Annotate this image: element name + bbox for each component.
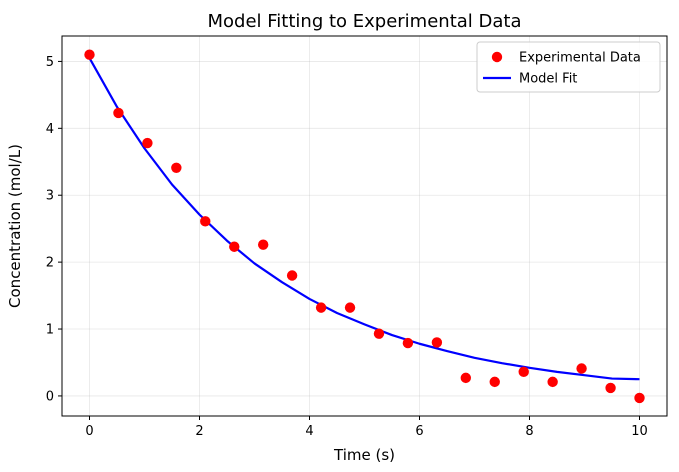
- data-point: [489, 376, 500, 388]
- legend-marker-experimental: [491, 51, 503, 63]
- data-point: [113, 107, 124, 119]
- data-point: [634, 392, 645, 404]
- x-axis-title: Time (s): [333, 446, 395, 464]
- x-tick-label: 6: [415, 424, 423, 439]
- data-point: [460, 372, 472, 384]
- legend-label-model-fit: Model Fit: [519, 72, 577, 87]
- model-fit-line: [88, 57, 640, 381]
- legend-label-experimental: Experimental Data: [519, 51, 641, 66]
- data-point: [518, 366, 529, 378]
- data-point: [84, 49, 95, 60]
- data-point: [373, 328, 385, 339]
- data-point: [257, 239, 269, 250]
- y-tick-label: 2: [46, 256, 54, 271]
- y-tick-label: 5: [46, 55, 54, 70]
- data-point: [431, 337, 443, 348]
- data-point: [576, 363, 587, 374]
- y-tick-label: 3: [46, 189, 54, 204]
- data-point: [315, 302, 327, 313]
- x-tick-label: 8: [525, 424, 533, 439]
- data-point: [142, 137, 153, 149]
- legend-box: [476, 41, 661, 93]
- y-tick-label: 4: [46, 122, 54, 137]
- data-point: [229, 241, 240, 252]
- data-point: [286, 270, 298, 281]
- y-tick-label: 1: [46, 323, 54, 338]
- data-point: [344, 302, 356, 313]
- x-tick-label: 2: [195, 424, 203, 439]
- chart-title: Model Fitting to Experimental Data: [207, 11, 521, 32]
- data-point: [547, 376, 558, 388]
- data-point: [402, 337, 414, 349]
- legend: Experimental Data Model Fit: [476, 41, 661, 93]
- y-tick-label: 0: [46, 389, 54, 404]
- series: [84, 49, 645, 404]
- data-point: [171, 162, 182, 173]
- plot-area: [61, 35, 668, 417]
- y-axis-title: Concentration (mol/L): [6, 144, 24, 308]
- data-point: [200, 216, 211, 227]
- data-point: [605, 382, 616, 394]
- axis-ticks: 0 2 4 6 8 10 0 1 2 3 4 5: [46, 55, 648, 439]
- x-tick-label: 10: [631, 424, 648, 439]
- grid: [62, 36, 667, 416]
- x-tick-label: 0: [85, 424, 93, 439]
- x-tick-label: 4: [305, 424, 313, 439]
